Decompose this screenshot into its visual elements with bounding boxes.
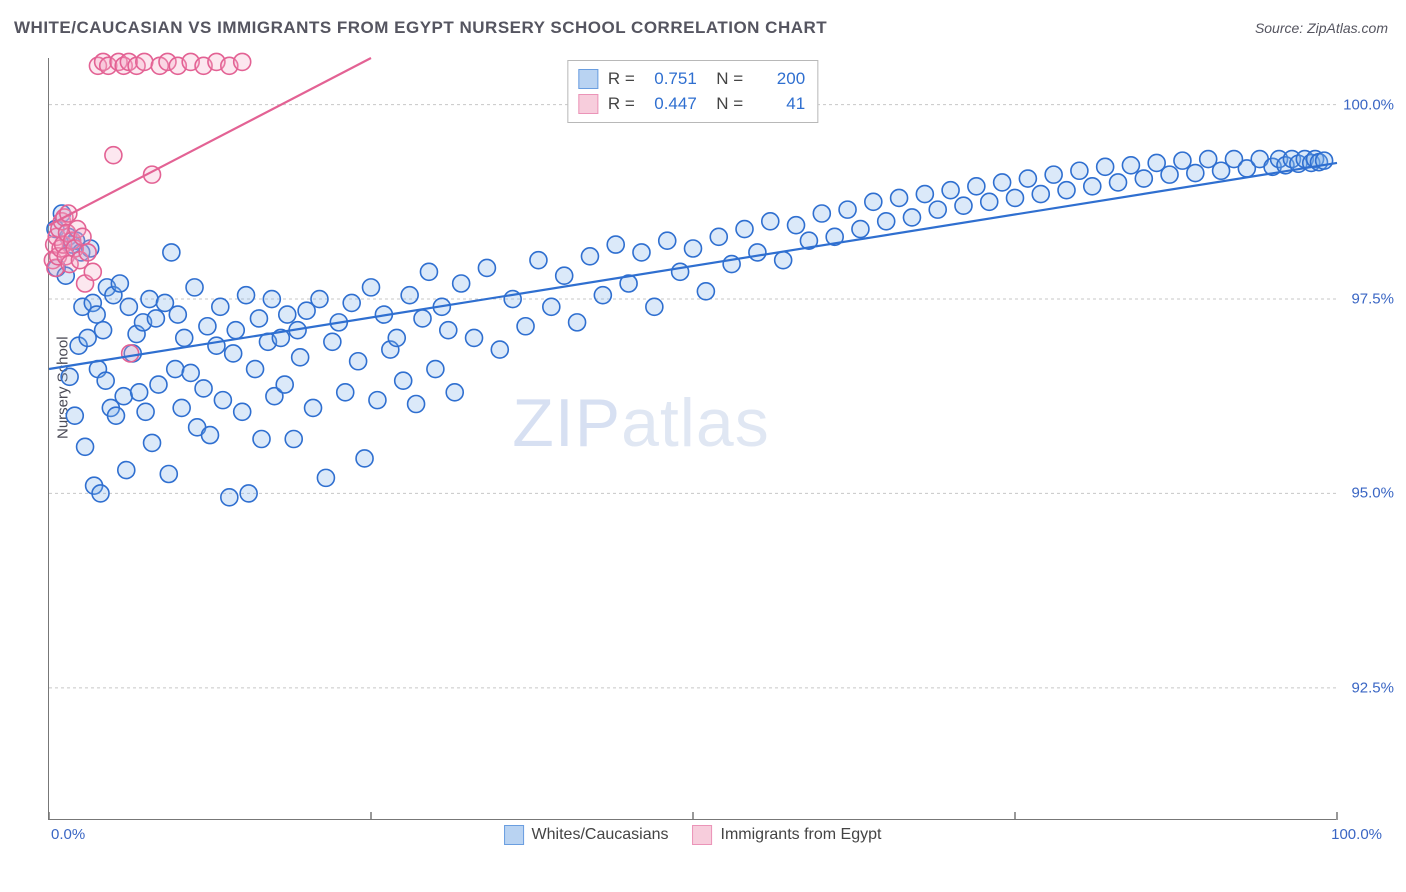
stats-row: R = 0.447 N = 41	[578, 92, 805, 117]
series-swatch	[578, 94, 598, 114]
n-label: N =	[707, 92, 743, 117]
legend-item: Immigrants from Egypt	[693, 825, 882, 845]
source-attribution: Source: ZipAtlas.com	[1255, 20, 1388, 36]
x-tick-label: 100.0%	[1331, 826, 1382, 843]
legend-swatch	[504, 825, 524, 845]
n-value: 200	[753, 67, 805, 92]
series-swatch	[578, 69, 598, 89]
x-tick-label: 0.0%	[51, 826, 85, 843]
legend: Whites/Caucasians Immigrants from Egypt	[504, 825, 882, 845]
n-label: N =	[707, 67, 743, 92]
legend-item: Whites/Caucasians	[504, 825, 669, 845]
stats-row: R = 0.751 N = 200	[578, 67, 805, 92]
y-tick-label: 92.5%	[1351, 679, 1394, 696]
r-label: R =	[608, 67, 635, 92]
y-tick-label: 100.0%	[1343, 96, 1394, 113]
chart-plot-area: Nursery School ZIPatlas R =0.751 N =200R…	[48, 58, 1336, 820]
y-tick-label: 97.5%	[1351, 291, 1394, 308]
r-label: R =	[608, 92, 635, 117]
chart-svg	[49, 58, 1336, 819]
correlation-stats-box: R = 0.751 N = 200 R = 0.447 N = 41	[567, 60, 818, 123]
r-value: 0.751	[645, 67, 697, 92]
legend-swatch	[693, 825, 713, 845]
legend-label: Immigrants from Egypt	[721, 826, 882, 844]
chart-title: WHITE/CAUCASIAN VS IMMIGRANTS FROM EGYPT…	[14, 18, 827, 38]
y-tick-label: 95.0%	[1351, 485, 1394, 502]
legend-label: Whites/Caucasians	[532, 826, 669, 844]
n-value: 41	[753, 92, 805, 117]
r-value: 0.447	[645, 92, 697, 117]
